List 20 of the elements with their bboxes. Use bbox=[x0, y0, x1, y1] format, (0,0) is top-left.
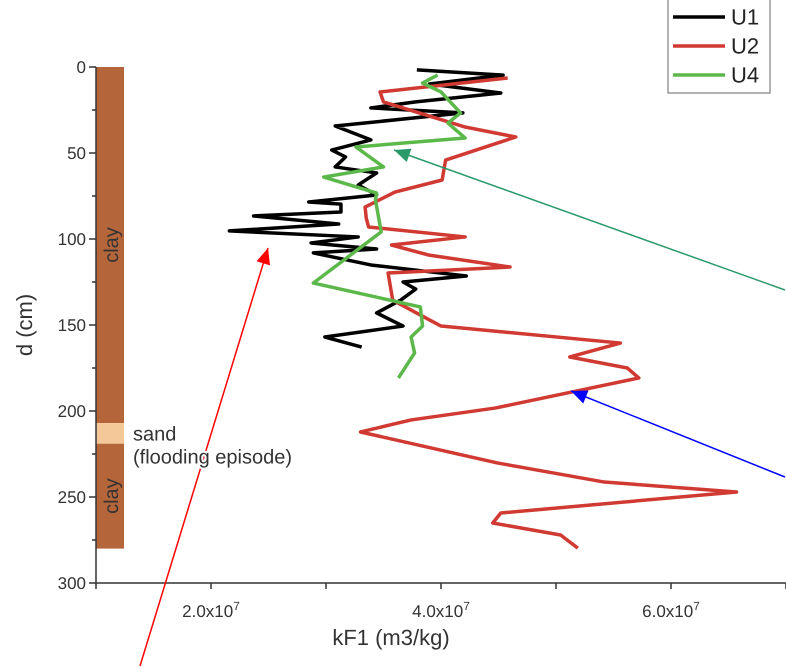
line-series bbox=[312, 73, 467, 380]
band-label: sand bbox=[133, 423, 176, 446]
x-tick-label: 6.0x10$^{7}$ bbox=[642, 599, 700, 621]
legend-label: U4 bbox=[731, 62, 760, 88]
line-series bbox=[228, 68, 505, 349]
x-tick-label: 2.0x10$^{7}$ bbox=[182, 599, 240, 621]
legend-label: U1 bbox=[731, 4, 760, 30]
y-tick-label: 100 bbox=[58, 230, 86, 249]
band-label: clay bbox=[101, 478, 123, 514]
y-tick-label: 0 bbox=[76, 58, 86, 77]
x-tick-label: 4.0x10$^{7}$ bbox=[412, 599, 470, 621]
band-label: clay bbox=[101, 227, 123, 263]
y-tick-label: 150 bbox=[58, 316, 86, 335]
y-tick-label: 250 bbox=[58, 488, 86, 507]
x-axis-title: kF1 (m3/kg) bbox=[332, 625, 450, 650]
legend-label: U2 bbox=[731, 34, 760, 59]
y-tick-label: 300 bbox=[58, 574, 86, 593]
y-tick-label: 50 bbox=[67, 144, 86, 163]
y-axis-title: d (cm) bbox=[12, 294, 37, 356]
y-tick-label: 200 bbox=[58, 402, 86, 421]
